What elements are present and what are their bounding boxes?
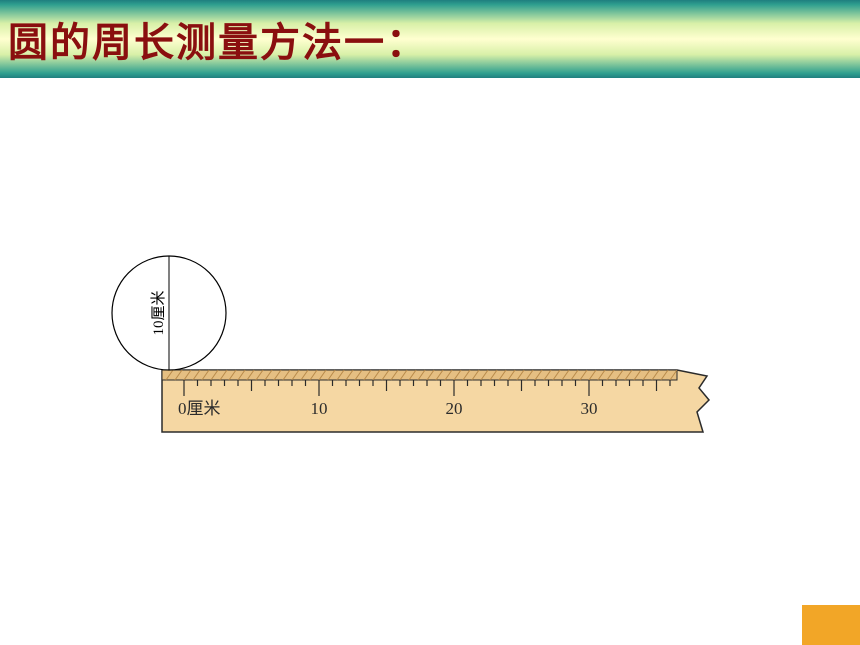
diagram-area: 0厘米 10 20 30 10厘米 (0, 78, 860, 558)
ruler-label: 30 (581, 399, 598, 418)
slide-title: 圆的周长测量方法一： (8, 10, 428, 68)
diagram-svg: 0厘米 10 20 30 10厘米 (0, 78, 860, 558)
title-bar: 圆的周长测量方法一： (0, 0, 860, 78)
ruler-label: 20 (446, 399, 463, 418)
slide-stage: 圆的周长测量方法一： 0厘米 10 20 30 10厘米 (0, 0, 860, 645)
ruler-label: 10 (311, 399, 328, 418)
circle-diameter-label: 10厘米 (150, 290, 167, 335)
ruler-label: 0厘米 (178, 399, 221, 418)
nav-next-button[interactable] (802, 605, 860, 645)
